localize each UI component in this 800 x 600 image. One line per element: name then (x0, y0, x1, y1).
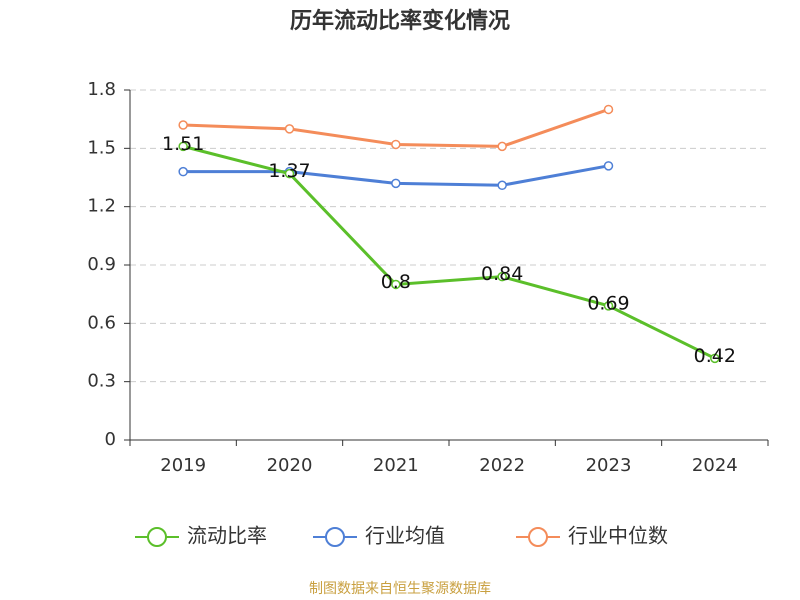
x-tick-label: 2023 (586, 455, 632, 476)
y-tick-label: 1.8 (87, 79, 116, 100)
y-tick-label: 0.6 (87, 312, 116, 333)
point (391, 139, 401, 150)
point (284, 124, 295, 134)
data-label: 0.8 (381, 271, 411, 293)
data-label: 0.84 (481, 263, 523, 285)
legend-marker (325, 527, 345, 547)
point (178, 141, 188, 152)
series-line (182, 144, 716, 360)
point (391, 279, 401, 290)
legend-label: 行业中位数 (568, 524, 668, 548)
data-label: 1.37 (268, 160, 310, 182)
point (178, 120, 188, 130)
x-tick-label: 2024 (692, 455, 738, 476)
point (178, 166, 188, 177)
x-tick-label: 2021 (373, 455, 419, 476)
y-tick-label: 0 (105, 429, 116, 450)
y-tick-label: 1.5 (87, 137, 116, 158)
point (497, 180, 507, 191)
point (497, 141, 507, 152)
point (603, 104, 614, 115)
data-label: 0.69 (587, 292, 629, 314)
legend-label: 流动比率 (187, 524, 267, 548)
data-label: 0.42 (694, 345, 736, 367)
legend-label: 行业均值 (365, 524, 445, 548)
source-note: 制图数据来自恒生聚源数据库 (309, 581, 491, 597)
legend-marker (528, 527, 548, 547)
x-tick-label: 2022 (479, 455, 525, 476)
data-label: 1.51 (162, 133, 204, 155)
y-tick-label: 0.9 (87, 254, 116, 275)
y-tick-label: 0.3 (87, 371, 116, 392)
legend-marker (147, 527, 167, 547)
point (391, 178, 401, 189)
point (603, 161, 614, 171)
x-tick-label: 2020 (267, 455, 313, 476)
point (284, 168, 295, 179)
point (497, 271, 507, 282)
point (603, 301, 614, 311)
x-tick-label: 2019 (160, 455, 206, 476)
point (710, 353, 720, 364)
chart-title: 历年流动比率变化情况 (290, 8, 510, 34)
y-tick-label: 1.2 (87, 196, 116, 217)
